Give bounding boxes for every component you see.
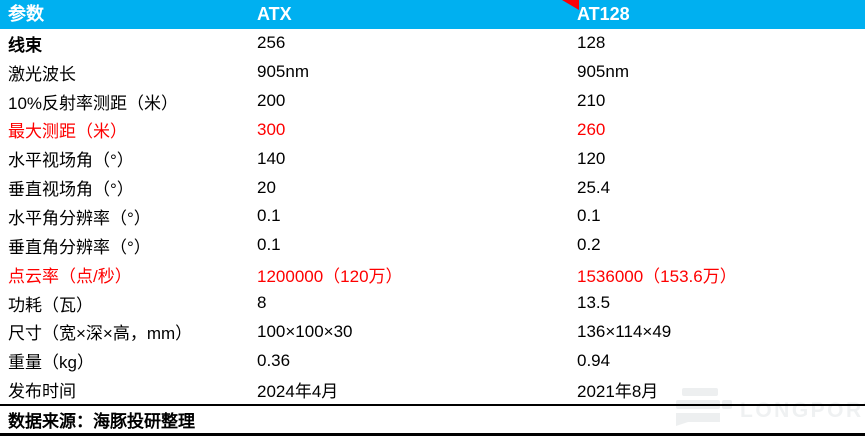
atx-value: 200 [257, 91, 286, 111]
atx-value: 0.1 [257, 235, 281, 255]
header-cell-at128: AT128 [577, 4, 630, 24]
atx-value: 300 [257, 119, 286, 139]
table-row: 线束 256 128 [0, 29, 865, 58]
table-row: 功耗（瓦） 8 13.5 [0, 289, 865, 318]
red-corner-marker-icon [562, 0, 579, 10]
atx-value: 2024年4月 [257, 382, 339, 402]
param-label: 功耗（瓦） [8, 295, 93, 315]
at128-value: 210 [577, 91, 606, 111]
table-row: 最大测距（米） 300 260 [0, 116, 865, 145]
header-cell-atx: ATX [257, 4, 292, 24]
at128-value: 128 [577, 33, 606, 53]
at128-value: 0.94 [577, 350, 611, 370]
table-row: 水平视场角（°） 140 120 [0, 144, 865, 173]
table-row: 尺寸（宽×深×高，mm） 100×100×30 136×114×49 [0, 317, 865, 346]
param-label: 发布时间 [8, 382, 76, 402]
atx-value: 20 [257, 177, 276, 197]
at128-value: 905nm [577, 62, 629, 82]
table-row: 垂直角分辨率（°） 0.1 0.2 [0, 231, 865, 260]
param-label: 激光波长 [8, 64, 76, 84]
at128-value: 260 [577, 119, 606, 139]
atx-value: 8 [257, 293, 267, 313]
table-row: 激光波长 905nm 905nm [0, 58, 865, 87]
table-row: 垂直视场角（°） 20 25.4 [0, 173, 865, 202]
param-label: 垂直视场角（°） [8, 180, 134, 200]
param-label: 点云率（点/秒） [8, 266, 132, 286]
param-label: 10%反射率测距（米） [8, 93, 179, 113]
param-label: 垂直角分辨率（°） [8, 237, 151, 257]
atx-value: 100×100×30 [257, 321, 353, 341]
table-body: 线束 256 128 激光波长 905nm 905nm 10%反射率测距（米） … [0, 29, 865, 404]
at128-value: 0.1 [577, 206, 601, 226]
param-label: 水平视场角（°） [8, 151, 134, 171]
at128-value: 120 [577, 148, 606, 168]
atx-value: 256 [257, 33, 286, 53]
header-cell-param: 参数 [8, 4, 44, 24]
atx-value: 1200000（120万） [257, 266, 403, 286]
atx-value: 140 [257, 148, 286, 168]
param-label: 线束 [8, 35, 42, 55]
atx-value: 0.1 [257, 206, 281, 226]
table-header: 参数 ATX AT128 [0, 0, 865, 29]
table-row: 发布时间 2024年4月 2021年8月 [0, 375, 865, 404]
param-label: 最大测距（米） [8, 122, 127, 142]
table-row: 水平角分辨率（°） 0.1 0.1 [0, 202, 865, 231]
atx-value: 0.36 [257, 350, 291, 370]
table-row: 10%反射率测距（米） 200 210 [0, 87, 865, 116]
at128-value: 2021年8月 [577, 382, 659, 402]
at128-value: 13.5 [577, 293, 611, 313]
param-label: 水平角分辨率（°） [8, 208, 151, 228]
at128-value: 1536000（153.6万） [577, 266, 737, 286]
source-text: 数据来源：海豚投研整理 [8, 412, 195, 431]
at128-value: 25.4 [577, 177, 611, 197]
table-row: 点云率（点/秒） 1200000（120万） 1536000（153.6万） [0, 260, 865, 289]
param-label: 尺寸（宽×深×高，mm） [8, 324, 193, 344]
source-row: 数据来源：海豚投研整理 [0, 404, 865, 436]
param-label: 重量（kg） [8, 353, 94, 373]
at128-value: 0.2 [577, 235, 601, 255]
table-row: 重量（kg） 0.36 0.94 [0, 346, 865, 375]
at128-value: 136×114×49 [577, 321, 672, 341]
atx-value: 905nm [257, 62, 309, 82]
